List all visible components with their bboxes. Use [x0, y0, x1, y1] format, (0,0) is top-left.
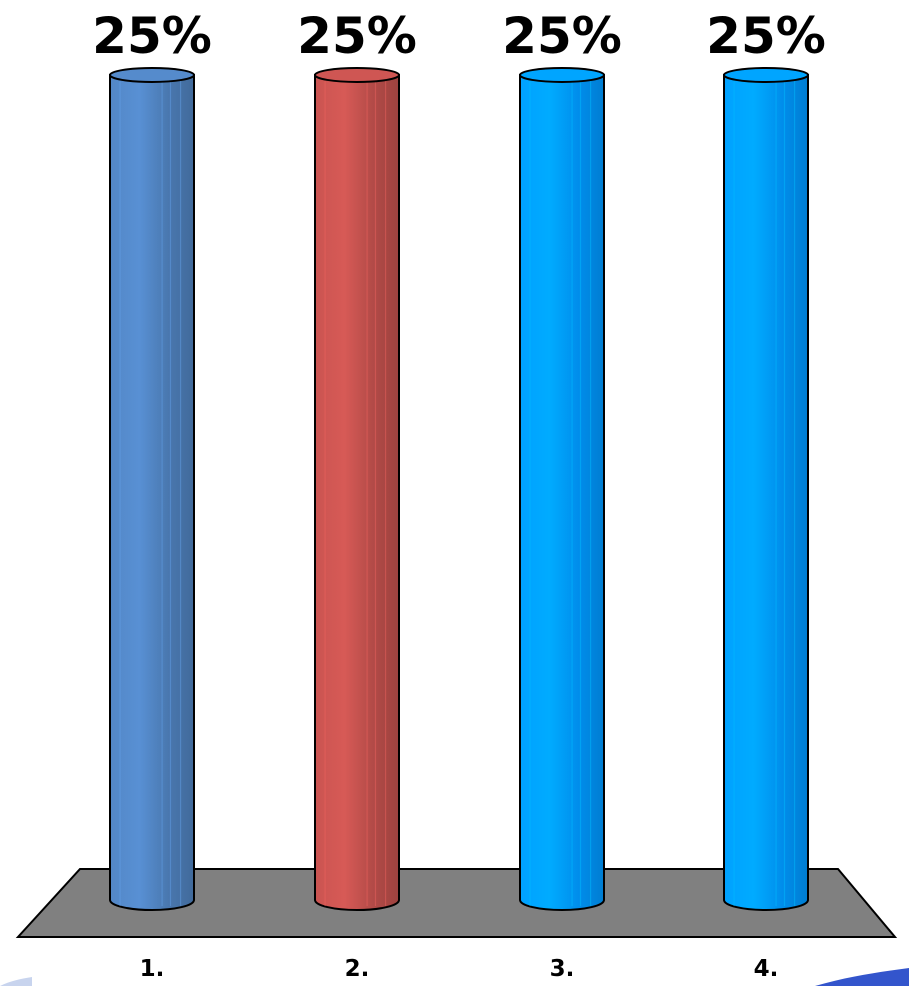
bar-cap	[519, 67, 605, 83]
bar-2	[314, 67, 400, 911]
corner-swoosh-decoration-light	[0, 977, 32, 986]
data-label: 25%	[706, 7, 826, 65]
data-label: 25%	[297, 7, 417, 65]
bar-body	[519, 74, 605, 911]
bar-body	[723, 74, 809, 911]
category-label: 1.	[140, 956, 165, 982]
data-label: 25%	[502, 7, 622, 65]
bar-cap	[109, 67, 195, 83]
labels-group: 25% 1. 25% 2. 25% 3. 25% 4.	[92, 7, 826, 982]
data-label: 25%	[92, 7, 212, 65]
bar-3	[519, 67, 605, 911]
bar-body	[314, 74, 400, 911]
category-label: 3.	[550, 956, 575, 982]
category-label: 2.	[345, 956, 370, 982]
category-label: 4.	[754, 956, 779, 982]
bar-4	[723, 67, 809, 911]
bars-group	[109, 67, 809, 911]
bar-cap	[314, 67, 400, 83]
bar-body	[109, 74, 195, 911]
bar-cap	[723, 67, 809, 83]
bar-1	[109, 67, 195, 911]
corner-swoosh-decoration	[815, 968, 909, 986]
